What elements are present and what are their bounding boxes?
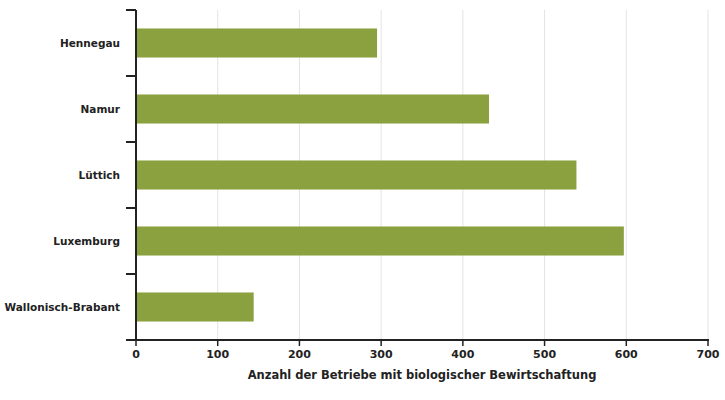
category-tick — [126, 339, 136, 341]
category-tick — [126, 273, 136, 275]
grid — [136, 10, 708, 340]
x-tick — [707, 340, 709, 346]
x-tick — [135, 340, 137, 346]
y-axis-line — [135, 10, 137, 341]
x-axis-line — [135, 339, 709, 341]
x-tick-label: 0 — [132, 348, 140, 361]
category-tick — [126, 207, 136, 209]
x-axis-label: Anzahl der Betriebe mit biologischer Bew… — [248, 368, 597, 382]
grid-line — [626, 10, 627, 340]
category-tick — [126, 9, 136, 11]
category-label: Wallonisch-Brabant — [5, 301, 120, 313]
x-tick-label: 200 — [288, 348, 311, 361]
chart-svg: Hennegau Namur Lüttich Luxemburg Wallonisch-… — [0, 0, 725, 400]
x-tick-label: 300 — [370, 348, 393, 361]
bar — [136, 94, 489, 123]
bar — [136, 226, 624, 255]
bar — [136, 160, 576, 189]
bars — [136, 28, 624, 321]
x-tick-label: 600 — [615, 348, 638, 361]
x-tick — [544, 340, 546, 346]
x-tick — [380, 340, 382, 346]
x-tick — [217, 340, 219, 346]
x-tick-label: 400 — [451, 348, 474, 361]
x-tick — [626, 340, 628, 346]
axes — [126, 10, 709, 346]
category-label: Luxemburg — [53, 235, 120, 247]
x-tick-label: 500 — [533, 348, 556, 361]
category-label: Lüttich — [78, 169, 120, 181]
x-tick-label: 100 — [206, 348, 229, 361]
bar — [136, 28, 377, 57]
grid-line — [136, 10, 137, 340]
x-tick — [299, 340, 301, 346]
category-label: Hennegau — [60, 37, 120, 49]
x-tick — [462, 340, 464, 346]
chart-container: Hennegau Namur Lüttich Luxemburg Wallonisch-… — [0, 0, 725, 400]
x-tick-label: 700 — [697, 348, 720, 361]
grid-line — [708, 10, 709, 340]
category-label: Namur — [81, 103, 121, 115]
category-tick — [126, 141, 136, 143]
category-tick — [126, 75, 136, 77]
bar — [136, 292, 254, 321]
